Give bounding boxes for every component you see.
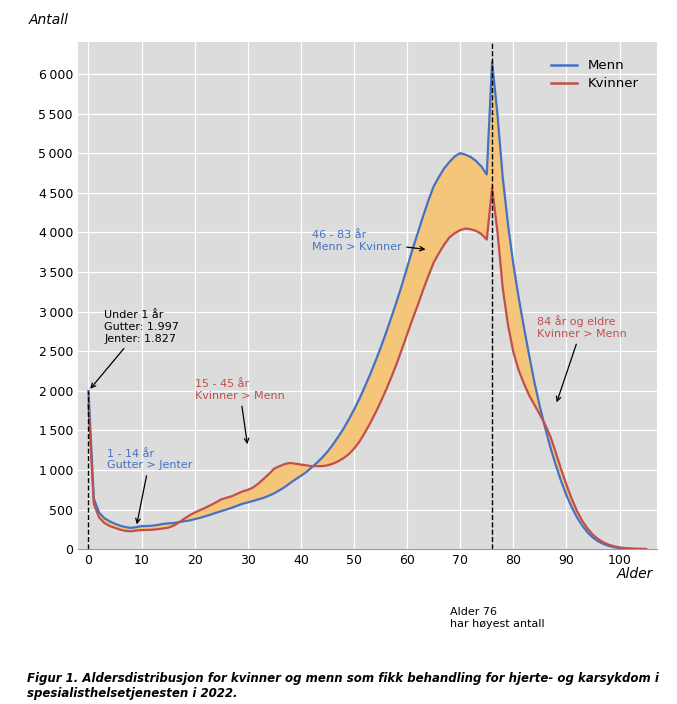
- Text: Figur 1. Aldersdistribusjon for kvinner og menn som fikk behandling for hjerte- : Figur 1. Aldersdistribusjon for kvinner …: [27, 672, 659, 700]
- Text: Alder: Alder: [617, 567, 653, 581]
- Text: Alder 76
har høyest antall: Alder 76 har høyest antall: [450, 607, 544, 629]
- Text: Under 1 år
Gutter: 1.997
Jenter: 1.827: Under 1 år Gutter: 1.997 Jenter: 1.827: [91, 310, 179, 388]
- Text: Antall: Antall: [28, 13, 68, 27]
- Text: 84 år og eldre
Kvinner > Menn: 84 år og eldre Kvinner > Menn: [538, 315, 627, 401]
- Text: 46 - 83 år
Menn > Kvinner: 46 - 83 år Menn > Kvinner: [311, 230, 424, 252]
- Legend: Menn, Kvinner: Menn, Kvinner: [546, 54, 645, 96]
- Text: 1 - 14 år
Gutter > Jenter: 1 - 14 år Gutter > Jenter: [107, 448, 192, 523]
- Text: 15 - 45 år
Kvinner > Menn: 15 - 45 år Kvinner > Menn: [195, 379, 284, 443]
